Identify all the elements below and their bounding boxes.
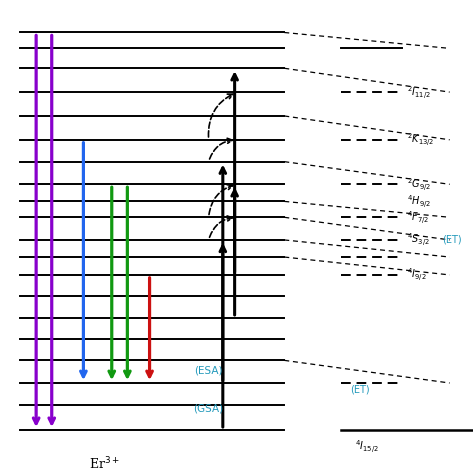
- Text: $^2G_{9/2}$: $^2G_{9/2}$: [407, 176, 431, 193]
- Text: (GSA): (GSA): [193, 403, 224, 413]
- Text: (ET): (ET): [443, 235, 462, 245]
- Text: Er$^{3+}$: Er$^{3+}$: [89, 456, 120, 472]
- Text: $^4S_{3/2}$: $^4S_{3/2}$: [407, 231, 430, 248]
- Text: $^4I_{15/2}$: $^4I_{15/2}$: [355, 438, 379, 455]
- Text: $^4I_{9/2}$: $^4I_{9/2}$: [407, 266, 427, 283]
- Text: $^4F_{7/2}$: $^4F_{7/2}$: [407, 209, 429, 226]
- Text: (ESA): (ESA): [194, 365, 223, 375]
- Text: $^2I_{11/2}$: $^2I_{11/2}$: [407, 83, 431, 100]
- Text: $^4H_{9/2}$: $^4H_{9/2}$: [407, 193, 431, 210]
- Text: $^2K_{13/2}$: $^2K_{13/2}$: [407, 131, 435, 148]
- Text: (ET): (ET): [350, 385, 370, 395]
